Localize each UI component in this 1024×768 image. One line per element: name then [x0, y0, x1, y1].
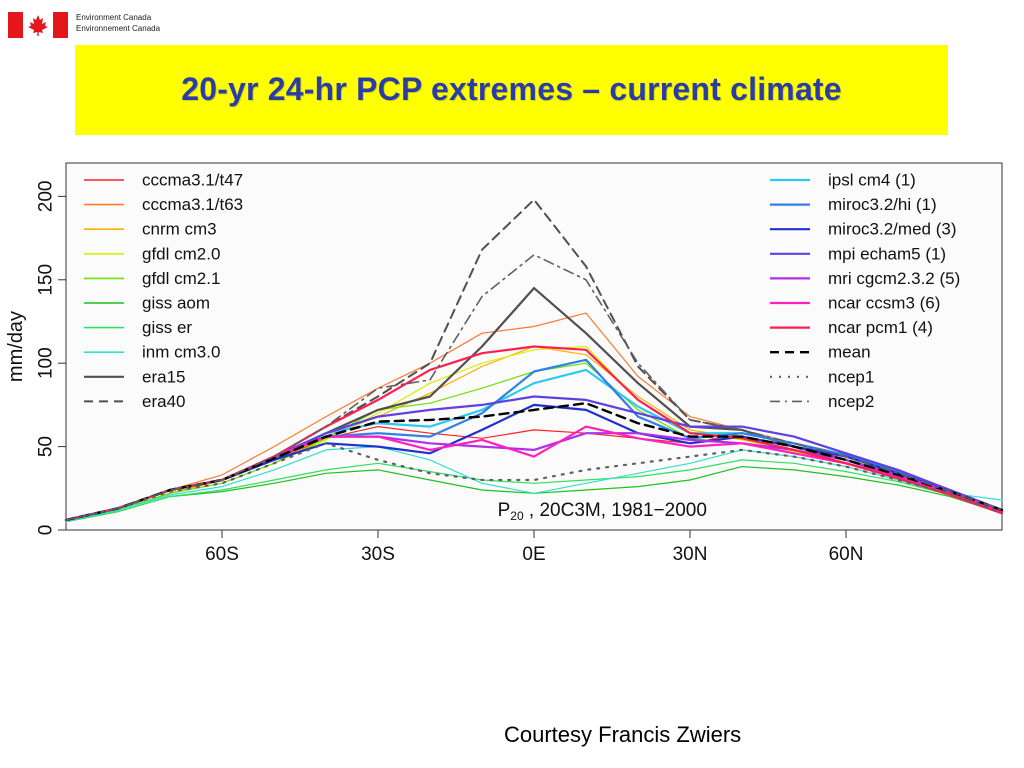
- chart-svg: 0 50 100 150 200 mm/day 60S 30S 0E 30N 60N P20 , 20…: [5, 162, 1004, 565]
- y-tick-label: 0: [36, 525, 57, 536]
- department-signature: Environment Canada Environnement Canada: [76, 12, 160, 34]
- series-line-ncep1: [64, 442, 1004, 522]
- legend-label: giss er: [142, 318, 192, 337]
- legend-label: miroc3.2/hi (1): [828, 195, 937, 214]
- credit-text: Courtesy Francis Zwiers: [504, 722, 742, 747]
- legend-label: ncep2: [828, 392, 874, 411]
- legend-label: inm cm3.0: [142, 343, 220, 362]
- series-line-mean: [64, 401, 1004, 522]
- legend-label: ncar ccsm3 (6): [828, 294, 940, 313]
- slide-title: 20-yr 24-hr PCP extremes – current clima…: [181, 71, 842, 107]
- legend-label: mean: [828, 343, 871, 362]
- legend-label: gfdl cm2.1: [142, 269, 220, 288]
- x-tick-label: 0E: [522, 544, 545, 565]
- y-tick-label: 150: [36, 264, 57, 296]
- legend-label: ncep1: [828, 367, 874, 386]
- x-tick-label: 30S: [361, 544, 395, 565]
- department-name-en: Environment Canada: [76, 13, 152, 22]
- y-axis-label: mm/day: [5, 311, 27, 382]
- legend-label: cccma3.1/t47: [142, 171, 243, 190]
- legend-label: miroc3.2/med (3): [828, 220, 956, 239]
- x-tick-label: 30N: [673, 544, 708, 565]
- legend-label: era40: [142, 392, 185, 411]
- precipitation-chart: 0 50 100 150 200 mm/day 60S 30S 0E 30N 60N P20 , 20…: [0, 155, 1024, 580]
- title-banner: 20-yr 24-hr PCP extremes – current clima…: [75, 45, 948, 135]
- x-tick-label: 60N: [829, 544, 864, 565]
- legend-label: gfdl cm2.0: [142, 244, 220, 263]
- legend-label: cccma3.1/t63: [142, 195, 243, 214]
- legend-label: giss aom: [142, 294, 210, 313]
- legend-label: mpi echam5 (1): [828, 244, 946, 263]
- legend-label: mri cgcm2.3.2 (5): [828, 269, 960, 288]
- department-name-fr: Environnement Canada: [76, 24, 161, 33]
- canada-flag-logo: [8, 12, 68, 38]
- y-tick-label: 100: [36, 347, 57, 379]
- x-tick-label: 60S: [205, 544, 239, 565]
- legend-label: ipsl cm4 (1): [828, 171, 916, 190]
- legend-label: era15: [142, 367, 185, 386]
- plot-annotation: P20 , 20C3M, 1981−2000: [498, 500, 707, 523]
- series-line-ncep2: [65, 254, 1003, 521]
- y-tick-label: 200: [36, 181, 57, 213]
- y-tick-label: 50: [36, 436, 57, 457]
- series-line-giss-er: [65, 459, 1003, 523]
- legend-label: cnrm cm3: [142, 220, 217, 239]
- legend-label: ncar pcm1 (4): [828, 318, 933, 337]
